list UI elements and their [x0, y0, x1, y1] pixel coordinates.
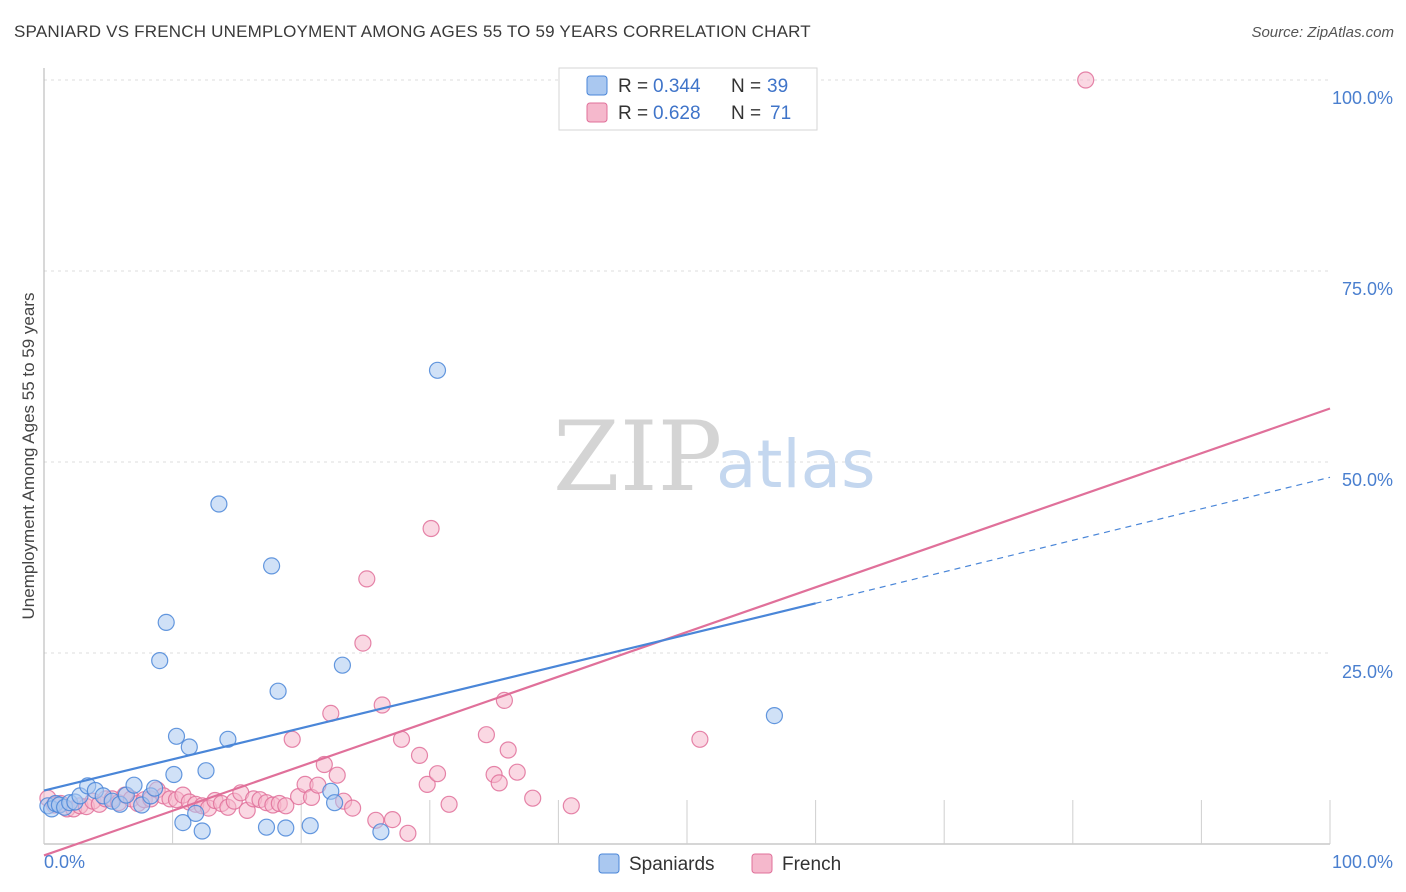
french-point-60: [477, 726, 495, 744]
french-trend-line: [43, 407, 1331, 857]
legend-french-n-label: N =: [731, 103, 761, 124]
french-point-65: [508, 763, 526, 781]
spaniards-point-25: [193, 822, 211, 840]
spaniards-point-35: [326, 794, 344, 812]
x-tick-marks: [43, 800, 1331, 844]
grid: [44, 79, 1330, 654]
french-point-38: [283, 730, 301, 748]
legend-french-r-value: 0.628: [653, 103, 701, 124]
spaniards-point-31: [269, 682, 287, 700]
watermark-atlas: atlas: [716, 426, 876, 503]
x-tick-0: 0.0%: [44, 852, 85, 872]
legend-spaniards-n-value: 39: [767, 76, 788, 97]
spaniards-point-30: [263, 557, 281, 575]
spaniards-point-21: [167, 727, 186, 745]
french-point-66: [524, 789, 542, 807]
y-tick-75: 75.0%: [1342, 279, 1393, 299]
y-tick-50: 50.0%: [1342, 470, 1393, 490]
y-tick-100: 100.0%: [1332, 88, 1393, 108]
spaniards-point-27: [210, 495, 228, 513]
legend-swatch-spaniards: [586, 75, 608, 96]
y-axis-label: Unemployment Among Ages 55 to 59 years: [19, 293, 38, 620]
french-point-59: [440, 795, 458, 813]
french-point-62: [490, 774, 508, 792]
spaniards-point-38: [428, 361, 447, 379]
chart-title: SPANIARD VS FRENCH UNEMPLOYMENT AMONG AG…: [14, 22, 811, 41]
french-point-57: [422, 519, 440, 538]
bottom-legend: Spaniards French: [598, 853, 841, 875]
spaniards-point-23: [180, 738, 198, 756]
french-point-68: [691, 730, 709, 748]
legend-box: R = 0.344 N = 39 R = 0.628 N = 71: [558, 67, 818, 131]
french-point-58: [428, 765, 447, 783]
trend-lines: [43, 407, 1331, 857]
french-point-37: [277, 797, 295, 815]
bottom-legend-swatch-spaniards: [598, 853, 620, 874]
spaniards-point-19: [157, 613, 175, 632]
spaniards-point-17: [146, 779, 164, 797]
legend-spaniards-n-label: N =: [731, 76, 761, 97]
watermark-zip: ZIP: [553, 401, 722, 513]
french-point-52: [383, 810, 402, 829]
spaniards-point-14: [125, 776, 143, 794]
spaniards-point-26: [197, 762, 215, 780]
source-label: Source: ZipAtlas.com: [1251, 24, 1394, 41]
french-point-45: [328, 766, 346, 784]
spaniards-point-29: [257, 818, 276, 836]
french-point-64: [499, 741, 517, 759]
spaniards-point-33: [301, 817, 319, 835]
legend-spaniards-r-label: R =: [618, 76, 648, 97]
spaniards-points: [39, 361, 784, 841]
french-point-56: [418, 775, 436, 794]
bottom-legend-french: French: [782, 854, 841, 875]
legend-french-n-value: 71: [770, 103, 791, 124]
french-point-48: [354, 634, 372, 652]
bottom-legend-spaniards: Spaniards: [629, 854, 715, 875]
french-point-67: [562, 797, 580, 815]
spaniards-trend-line: [43, 602, 816, 792]
legend-swatch-french: [586, 102, 608, 123]
spaniards-point-24: [187, 804, 205, 823]
french-point-55: [410, 746, 429, 765]
x-tick-100: 100.0%: [1332, 852, 1393, 872]
spaniards-point-18: [151, 651, 169, 670]
spaniards-point-37: [372, 823, 390, 841]
spaniards-point-36: [333, 656, 351, 674]
spaniards-point-20: [165, 765, 183, 784]
legend-french-r-label: R =: [618, 103, 648, 124]
bottom-legend-swatch-french: [751, 853, 773, 874]
french-point-54: [399, 824, 417, 842]
spaniards-point-39: [765, 706, 784, 725]
spaniards-point-32: [277, 819, 295, 837]
french-point-49: [358, 570, 376, 588]
y-tick-25: 25.0%: [1342, 662, 1393, 682]
french-point-69: [1077, 71, 1095, 89]
spaniards-point-22: [174, 813, 192, 832]
legend-spaniards-r-value: 0.344: [653, 76, 701, 97]
spaniards-point-28: [219, 730, 237, 748]
french-point-47: [344, 799, 362, 817]
spaniards-trend-extension: [815, 476, 1331, 604]
